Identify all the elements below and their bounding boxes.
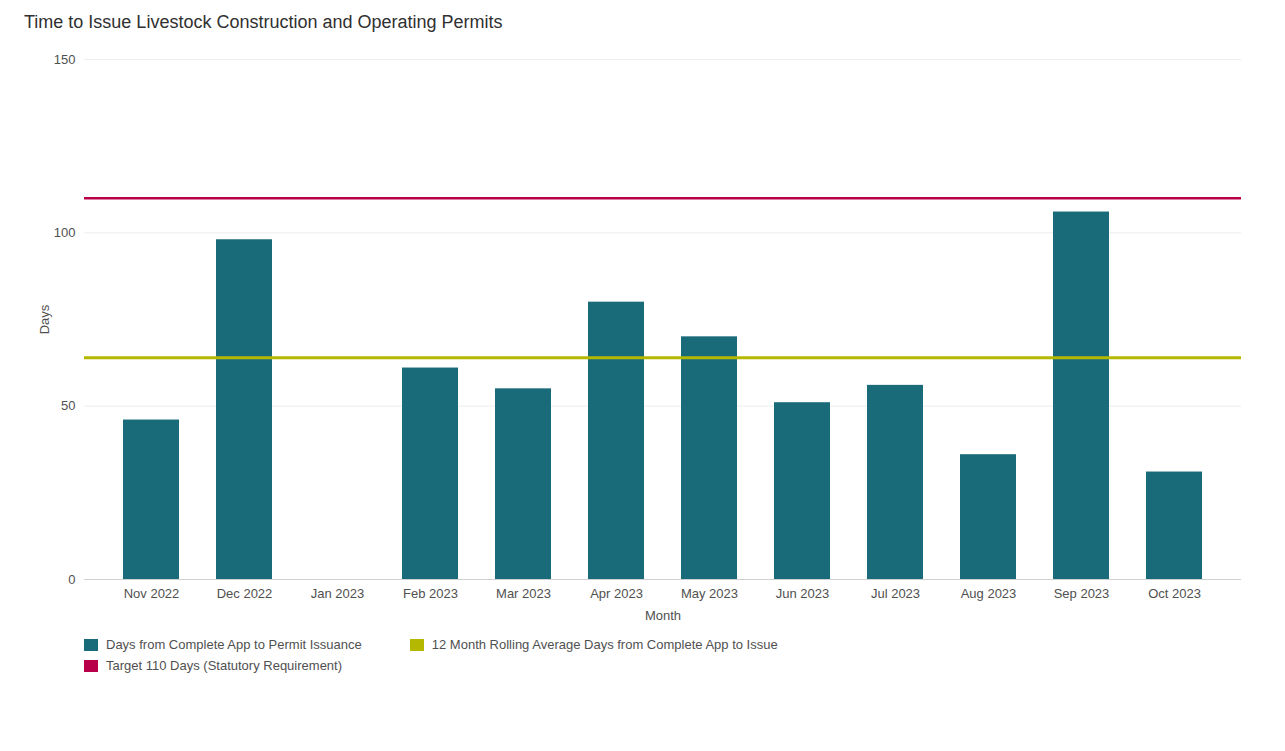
svg-text:Feb 2023: Feb 2023 <box>403 586 458 601</box>
html-text:Days from Complete App to Perm: Days from Complete App to Permit Issuanc… <box>106 637 362 652</box>
svg-text:May 2023: May 2023 <box>681 586 738 601</box>
svg-text:Days: Days <box>37 304 52 334</box>
svg-text:0: 0 <box>68 572 75 587</box>
svg-text:Month: Month <box>645 608 681 623</box>
svg-text:Nov 2022: Nov 2022 <box>124 586 180 601</box>
svg-text:Apr 2023: Apr 2023 <box>590 586 643 601</box>
svg-text:50: 50 <box>61 398 75 413</box>
svg-text:Jun 2023: Jun 2023 <box>776 586 830 601</box>
html-text:Time to Issue Livestock Constr: Time to Issue Livestock Construction and… <box>24 12 503 32</box>
svg-text:150: 150 <box>54 52 76 67</box>
svg-text:Aug 2023: Aug 2023 <box>961 586 1017 601</box>
svg-text:100: 100 <box>54 225 76 240</box>
svg-text:Jul 2023: Jul 2023 <box>871 586 920 601</box>
svg-text:Dec 2022: Dec 2022 <box>217 586 273 601</box>
svg-text:Mar 2023: Mar 2023 <box>496 586 551 601</box>
svg-text:Oct 2023: Oct 2023 <box>1148 586 1201 601</box>
svg-text:Sep 2023: Sep 2023 <box>1054 586 1110 601</box>
html-text:12 Month Rolling Average Days: 12 Month Rolling Average Days from Compl… <box>431 637 778 652</box>
html-text:Target 110 Days (Statutory Req: Target 110 Days (Statutory Requirement) <box>106 658 342 673</box>
svg-text:Jan 2023: Jan 2023 <box>311 586 365 601</box>
